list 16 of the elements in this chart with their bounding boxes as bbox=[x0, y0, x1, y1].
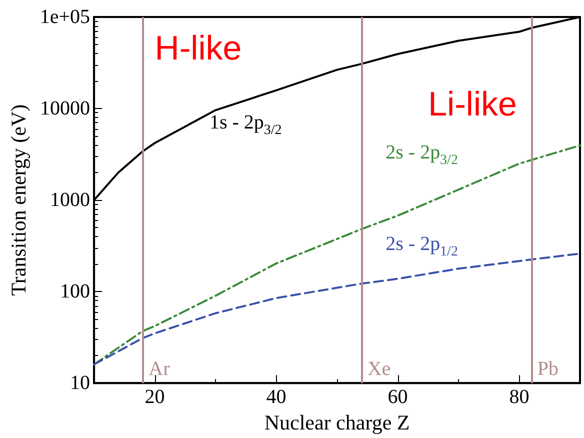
y-tick-label: 100 bbox=[60, 280, 90, 303]
y-tick-label: 10 bbox=[70, 372, 90, 394]
y-tick-label: 1000 bbox=[50, 189, 90, 212]
annotation: Li-like bbox=[428, 86, 517, 124]
ref-line-label: Pb bbox=[537, 358, 559, 380]
y-tick-label: 1e+05 bbox=[40, 6, 90, 28]
ref-line-label: Xe bbox=[367, 358, 391, 380]
x-axis-title: Nuclear charge Z bbox=[264, 410, 410, 434]
y-tick-label: 10000 bbox=[40, 98, 90, 120]
annotation: H-like bbox=[154, 30, 242, 68]
x-tick-label: 20 bbox=[144, 386, 165, 408]
y-axis-title: Transition energy (eV) bbox=[6, 104, 30, 296]
x-tick-label: 40 bbox=[266, 386, 286, 408]
x-tick-label: 60 bbox=[388, 386, 408, 408]
x-tick-label: 80 bbox=[509, 386, 530, 408]
ref-line-label: Ar bbox=[148, 358, 170, 380]
